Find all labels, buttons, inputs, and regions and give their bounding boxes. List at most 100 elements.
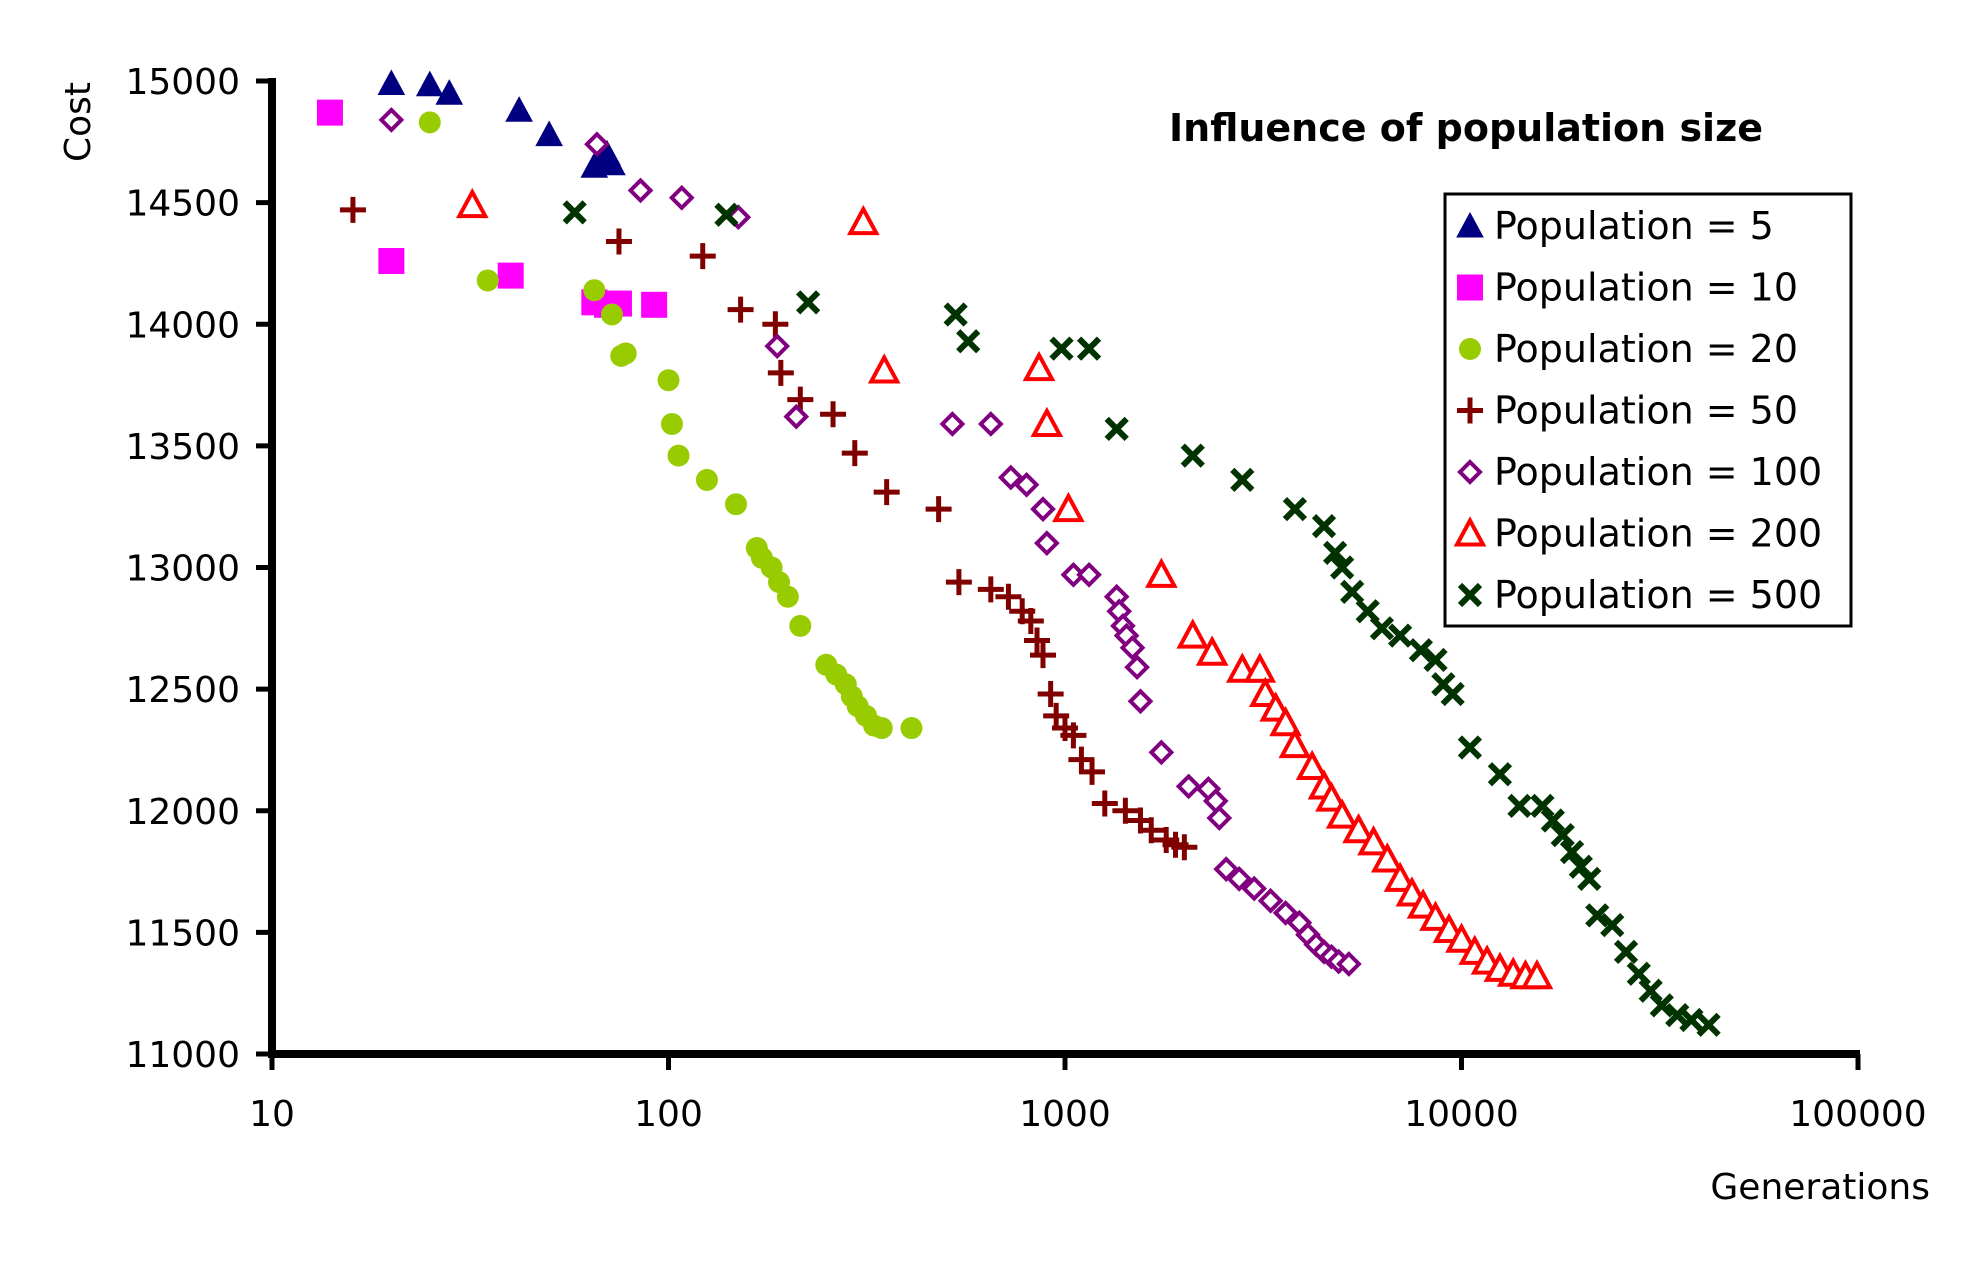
data-point bbox=[1649, 993, 1674, 1018]
legend-label: Population = 5 bbox=[1494, 204, 1774, 248]
data-point bbox=[689, 243, 716, 270]
y-tick-label: 13000 bbox=[125, 549, 240, 590]
data-point bbox=[977, 411, 1004, 437]
data-point bbox=[1315, 781, 1348, 812]
data-point bbox=[1322, 540, 1348, 566]
data-point bbox=[767, 359, 794, 386]
x-tick-label: 10000 bbox=[1404, 1094, 1519, 1135]
legend-item: Population = 10 bbox=[1457, 266, 1798, 310]
data-point bbox=[1022, 350, 1056, 382]
data-point bbox=[1269, 705, 1302, 737]
y-tick-label: 11500 bbox=[125, 913, 240, 954]
data-point bbox=[668, 184, 695, 211]
data-point bbox=[605, 228, 632, 255]
data-point bbox=[1311, 514, 1337, 539]
data-point bbox=[997, 464, 1024, 491]
data-point bbox=[1226, 866, 1253, 892]
data-point bbox=[870, 717, 893, 740]
data-point bbox=[1230, 467, 1255, 493]
data-point bbox=[1330, 555, 1355, 580]
legend-item: Population = 5 bbox=[1456, 204, 1774, 248]
data-point bbox=[762, 311, 789, 338]
x-tick-label: 10 bbox=[249, 1094, 295, 1135]
data-point bbox=[455, 187, 489, 219]
legend-marker bbox=[1456, 211, 1484, 238]
data-point bbox=[1049, 336, 1074, 361]
data-point bbox=[1585, 903, 1610, 928]
data-point bbox=[1013, 471, 1040, 498]
data-point bbox=[1112, 797, 1139, 824]
data-point bbox=[1423, 647, 1448, 673]
data-point bbox=[1600, 912, 1625, 938]
data-point bbox=[505, 96, 533, 122]
data-point bbox=[535, 120, 563, 147]
data-point bbox=[867, 353, 901, 384]
data-point bbox=[1369, 616, 1395, 641]
x-tick-label: 1000 bbox=[1019, 1094, 1111, 1135]
data-point bbox=[1176, 618, 1210, 649]
data-point bbox=[1171, 834, 1198, 861]
data-point bbox=[598, 149, 626, 176]
data-point bbox=[727, 296, 754, 323]
data-point bbox=[846, 204, 880, 236]
chart-title: Influence of population size bbox=[1169, 106, 1763, 150]
x-axis-label: Generations bbox=[1710, 1167, 1930, 1208]
data-point bbox=[1626, 961, 1651, 986]
data-point bbox=[1034, 530, 1060, 557]
data-point bbox=[1145, 557, 1178, 588]
data-point bbox=[783, 403, 810, 430]
y-tick-label: 12000 bbox=[125, 792, 240, 833]
data-point bbox=[900, 717, 923, 740]
series-4 bbox=[339, 196, 1198, 861]
data-point bbox=[377, 69, 406, 95]
data-point bbox=[1175, 773, 1202, 800]
data-point bbox=[977, 576, 1004, 603]
legend-item: Population = 50 bbox=[1457, 389, 1798, 433]
legend-item: Population = 20 bbox=[1459, 327, 1798, 371]
legend-item: Population = 200 bbox=[1453, 512, 1822, 556]
y-tick-label: 11000 bbox=[125, 1035, 240, 1076]
data-point bbox=[1052, 491, 1085, 523]
legend-marker bbox=[1457, 397, 1483, 424]
data-point bbox=[614, 342, 637, 365]
data-point bbox=[764, 333, 791, 359]
legend-label: Population = 500 bbox=[1494, 573, 1822, 617]
data-point bbox=[1076, 336, 1102, 361]
data-point bbox=[583, 279, 606, 302]
data-point bbox=[1030, 406, 1064, 438]
series-3 bbox=[418, 111, 923, 740]
data-point bbox=[339, 196, 366, 223]
data-point bbox=[1520, 958, 1554, 990]
legend-label: Population = 10 bbox=[1494, 266, 1798, 310]
data-point bbox=[1282, 496, 1308, 522]
data-point bbox=[1243, 652, 1277, 683]
legend-marker bbox=[1457, 274, 1483, 301]
data-point bbox=[476, 269, 499, 292]
data-point bbox=[1017, 608, 1044, 635]
data-point bbox=[1029, 642, 1056, 669]
data-point bbox=[418, 111, 441, 134]
data-point bbox=[600, 303, 623, 326]
data-point bbox=[1406, 888, 1440, 919]
data-point bbox=[641, 291, 668, 318]
data-point bbox=[1127, 688, 1154, 715]
legend-label: Population = 50 bbox=[1494, 389, 1798, 433]
data-point bbox=[1342, 813, 1375, 844]
data-point bbox=[714, 202, 739, 227]
data-point bbox=[1076, 561, 1102, 588]
data-point bbox=[1696, 1012, 1721, 1037]
data-point bbox=[945, 569, 972, 596]
series-7 bbox=[562, 200, 1721, 1037]
legend: Population = 5 Population = 10 Population … bbox=[1443, 192, 1853, 628]
data-point bbox=[584, 131, 610, 158]
data-point bbox=[1104, 416, 1129, 441]
data-point bbox=[1119, 634, 1146, 661]
data-point bbox=[1272, 900, 1299, 926]
data-point bbox=[1148, 739, 1175, 766]
legend-marker bbox=[1457, 582, 1483, 608]
data-point bbox=[1206, 805, 1233, 831]
data-point bbox=[1370, 842, 1404, 873]
legend-item: Population = 100 bbox=[1457, 450, 1822, 494]
data-point bbox=[820, 401, 847, 428]
data-point bbox=[1445, 922, 1478, 953]
